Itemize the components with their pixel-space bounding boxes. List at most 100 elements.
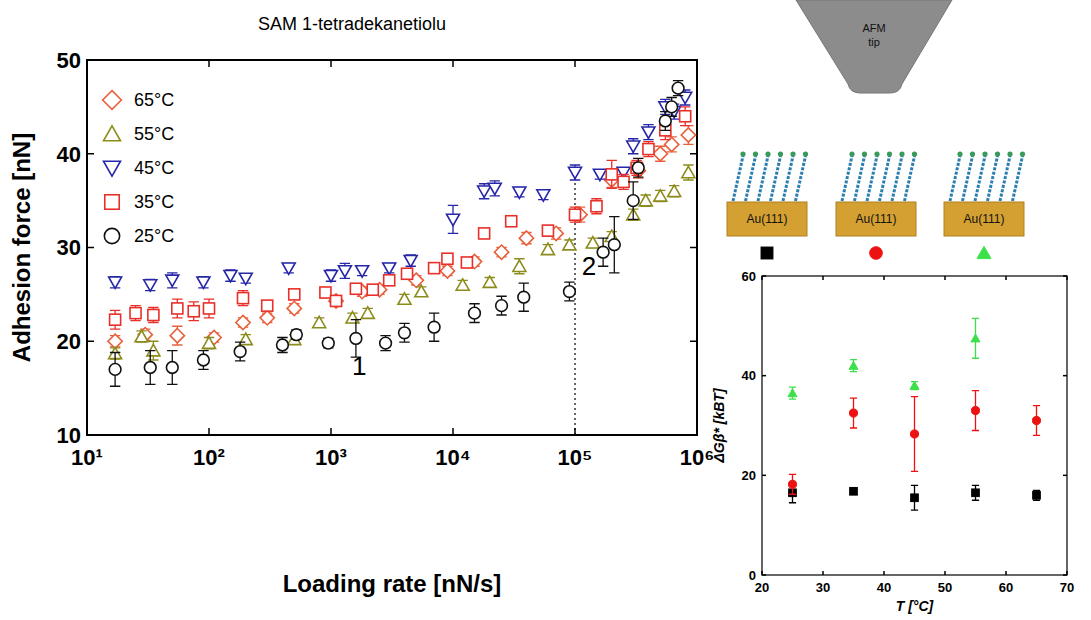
x-tick-label: 70 bbox=[1060, 580, 1074, 595]
y-tick bbox=[690, 59, 697, 61]
x-tick bbox=[208, 60, 210, 67]
sam-head bbox=[790, 151, 795, 156]
error-bar bbox=[660, 112, 670, 131]
data-point bbox=[203, 303, 214, 314]
chart-panel: 10¹10²10³10⁴10⁵10⁶1020304050SAM 1-tetrad… bbox=[8, 14, 714, 597]
data-point bbox=[428, 321, 440, 333]
y-tick-label: 30 bbox=[57, 235, 81, 260]
x-tick-label: 10⁴ bbox=[435, 445, 470, 470]
y-axis-title: ΔGβ* [kBT] bbox=[711, 387, 727, 463]
data-point bbox=[593, 169, 606, 180]
data-point bbox=[496, 300, 508, 312]
legend-marker bbox=[103, 91, 122, 110]
error-bar bbox=[911, 382, 918, 390]
error-bar bbox=[609, 217, 619, 273]
data-point bbox=[513, 187, 526, 198]
error-bar bbox=[429, 263, 439, 272]
y-tick bbox=[1063, 475, 1067, 477]
error-bar bbox=[598, 238, 608, 266]
data-point bbox=[237, 293, 248, 304]
data-point bbox=[494, 245, 508, 259]
data-point bbox=[537, 190, 550, 201]
data-point bbox=[469, 307, 481, 319]
error-bar bbox=[628, 182, 638, 220]
sam-head bbox=[778, 151, 783, 156]
chart-panel: 2030405060700204060T [°C]ΔGβ* [kBT]AFMti… bbox=[711, 0, 1074, 614]
data-point bbox=[277, 339, 289, 351]
data-point bbox=[166, 362, 178, 374]
x-tick-label: 40 bbox=[877, 580, 891, 595]
data-point bbox=[320, 287, 331, 298]
data-point bbox=[166, 275, 179, 286]
error-bar bbox=[666, 98, 676, 117]
plot-area bbox=[108, 81, 696, 435]
error-bar bbox=[570, 207, 580, 222]
data-point bbox=[666, 101, 678, 113]
sam-chain bbox=[733, 156, 743, 201]
data-point bbox=[541, 243, 554, 254]
data-point bbox=[608, 239, 620, 251]
error-bar bbox=[380, 336, 390, 351]
x-tick bbox=[86, 428, 88, 435]
gold-substrate bbox=[944, 202, 1024, 236]
legend-label: 35°C bbox=[134, 192, 174, 212]
substrate-label: Au(111) bbox=[964, 212, 1005, 226]
sam-chain bbox=[867, 156, 877, 201]
data-point bbox=[569, 167, 582, 178]
legend-marker bbox=[104, 228, 119, 243]
data-point bbox=[849, 409, 857, 417]
data-point bbox=[672, 82, 684, 94]
y-tick bbox=[762, 574, 766, 576]
data-point bbox=[971, 407, 979, 415]
error-bar bbox=[238, 291, 248, 306]
sam-chain bbox=[880, 156, 890, 201]
x-tick-label: 10² bbox=[193, 445, 225, 470]
error-bar bbox=[469, 304, 479, 323]
data-point bbox=[329, 294, 343, 308]
legend-label: 45°C bbox=[134, 158, 174, 178]
y-tick bbox=[690, 247, 697, 249]
data-point bbox=[910, 381, 919, 389]
series bbox=[789, 483, 1041, 510]
data-point bbox=[632, 162, 644, 174]
figure: 10¹10²10³10⁴10⁵10⁶1020304050SAM 1-tetrad… bbox=[0, 0, 1091, 620]
sam-head bbox=[970, 151, 975, 156]
legend-label: 25°C bbox=[134, 226, 174, 246]
data-point bbox=[429, 263, 440, 274]
series bbox=[108, 126, 696, 349]
legend-marker bbox=[104, 126, 121, 141]
data-point bbox=[203, 337, 216, 348]
y-tick bbox=[762, 375, 766, 377]
error-bar bbox=[607, 160, 617, 188]
data-point bbox=[659, 115, 671, 127]
sam-chain bbox=[975, 156, 985, 201]
data-point bbox=[506, 216, 517, 227]
x-tick bbox=[452, 60, 454, 67]
data-point bbox=[542, 225, 553, 236]
data-point bbox=[350, 333, 362, 345]
sam-chain bbox=[746, 156, 756, 201]
data-point bbox=[483, 276, 496, 287]
y-tick-label: 40 bbox=[57, 142, 81, 167]
sam-chain bbox=[1000, 156, 1010, 201]
substrate-label: Au(111) bbox=[856, 212, 897, 226]
error-bar bbox=[189, 302, 199, 321]
error-bar bbox=[911, 397, 918, 472]
data-point bbox=[513, 260, 526, 271]
data-point bbox=[668, 185, 681, 196]
data-point bbox=[109, 364, 121, 376]
data-point bbox=[148, 309, 159, 320]
sam-head bbox=[899, 151, 904, 156]
sam-head bbox=[740, 151, 745, 156]
legend-marker bbox=[977, 246, 991, 258]
y-tick-label: 40 bbox=[742, 368, 756, 383]
data-point bbox=[642, 127, 655, 138]
error-bar bbox=[972, 318, 979, 358]
error-bar bbox=[680, 107, 690, 126]
error-bar bbox=[351, 284, 361, 293]
error-bar bbox=[198, 351, 208, 370]
error-bar bbox=[673, 81, 683, 96]
x-tick bbox=[883, 571, 885, 575]
data-point bbox=[442, 253, 453, 264]
x-tick bbox=[822, 276, 824, 280]
